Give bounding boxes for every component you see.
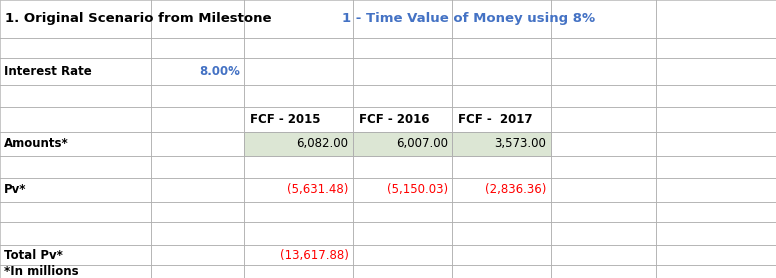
Bar (244, 132, 353, 156)
Text: (13,617.88): (13,617.88) (279, 249, 348, 262)
Bar (353, 132, 452, 156)
Text: Interest Rate: Interest Rate (4, 65, 92, 78)
Text: 1 - Time Value of Money using 8%: 1 - Time Value of Money using 8% (342, 12, 595, 25)
Text: Amounts*: Amounts* (4, 137, 68, 150)
Text: (5,150.03): (5,150.03) (386, 183, 448, 196)
Text: Total Pv*: Total Pv* (4, 249, 63, 262)
Text: (5,631.48): (5,631.48) (287, 183, 348, 196)
Text: 6,082.00: 6,082.00 (296, 137, 348, 150)
Text: *In millions: *In millions (4, 265, 78, 278)
Bar (452, 132, 551, 156)
Text: (2,836.36): (2,836.36) (485, 183, 546, 196)
Text: 3,573.00: 3,573.00 (494, 137, 546, 150)
Text: FCF - 2016: FCF - 2016 (359, 113, 429, 126)
Text: 6,007.00: 6,007.00 (396, 137, 448, 150)
Text: FCF - 2015: FCF - 2015 (250, 113, 320, 126)
Text: 1. Original Scenario from Milestone: 1. Original Scenario from Milestone (5, 12, 275, 25)
Text: FCF -  2017: FCF - 2017 (458, 113, 532, 126)
Text: Pv*: Pv* (4, 183, 26, 196)
Text: 8.00%: 8.00% (199, 65, 240, 78)
